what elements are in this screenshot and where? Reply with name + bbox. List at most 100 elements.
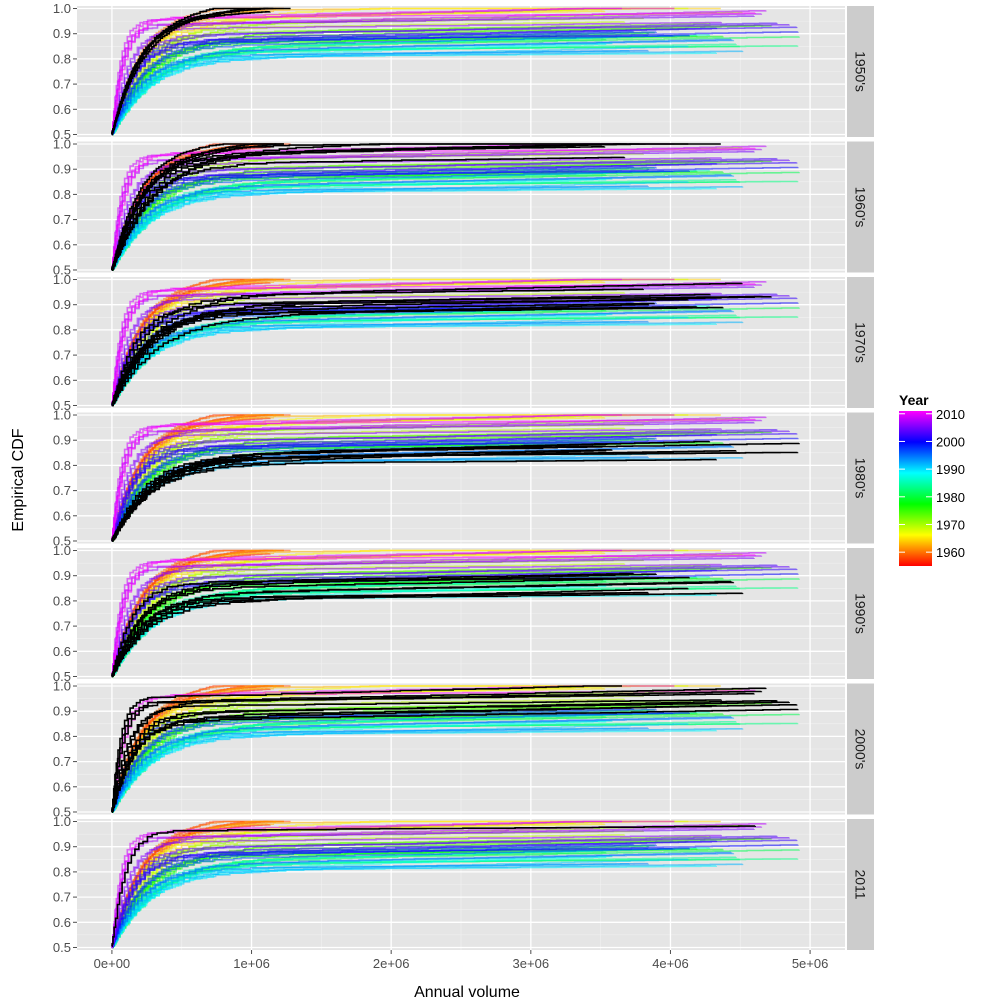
ecdf-line-2002 [111, 433, 798, 541]
series-lines [111, 549, 800, 678]
series-lines [111, 278, 800, 407]
ecdf-line-1998 [111, 437, 635, 542]
ecdf-line-1995 [111, 851, 732, 948]
facet-strip [847, 548, 874, 679]
facet-strip-label: 1980's [853, 458, 869, 499]
ecdf-line-2006 [111, 563, 722, 676]
y-tick-label: 0.8 [53, 458, 71, 473]
series-lines [111, 143, 800, 271]
y-tick-label: 1.0 [53, 543, 71, 558]
legend-label: 1960 [936, 545, 965, 560]
facet-strip-label: 2011 [853, 869, 869, 899]
ecdf-highlight-line-1975 [111, 296, 772, 405]
facet-panel: 1950's [77, 6, 874, 137]
ecdf-line-2010 [111, 7, 675, 136]
y-tick-label: 0.7 [53, 619, 71, 634]
y-tick-label: 0.5 [53, 804, 71, 819]
ecdf-highlight-line-1992 [111, 592, 744, 678]
ecdf-highlight-line-2009 [111, 685, 622, 813]
y-tick-label: 0.5 [53, 533, 71, 548]
y-tick-label: 0.9 [53, 568, 71, 583]
ecdf-line-2011 [111, 12, 756, 134]
ecdf-highlight-line-1999 [111, 576, 690, 678]
facet-strip [847, 819, 874, 950]
y-tick-label: 0.9 [53, 297, 71, 312]
ecdf-line-1995 [111, 716, 732, 812]
facet-strip-label: 2000's [853, 729, 869, 770]
y-tick-label: 0.6 [53, 644, 71, 659]
x-tick-label: 4e+06 [652, 956, 689, 971]
y-tick-label: 1.0 [53, 679, 71, 694]
ecdf-highlight-line-2007 [111, 690, 763, 813]
ecdf-line-1994 [111, 862, 649, 948]
facet-panel: 1960's [77, 141, 874, 273]
y-tick-label: 0.8 [53, 322, 71, 337]
x-tick-label: 2e+06 [373, 956, 410, 971]
y-tick-label: 0.7 [53, 483, 71, 498]
ecdf-highlight-line-2011 [111, 825, 756, 947]
ecdf-line-2011 [111, 283, 756, 405]
facet-panel: 2011 [77, 819, 874, 950]
ecdf-line-2002 [111, 26, 798, 135]
ecdf-line-2002 [111, 568, 798, 677]
facet-strip [847, 412, 874, 544]
ecdf-line-2004 [111, 430, 790, 542]
ecdf-line-2006 [111, 834, 722, 947]
ecdf-line-2006 [111, 21, 722, 134]
ecdf-line-2010 [111, 278, 675, 407]
y-tick-label: 0.8 [53, 593, 71, 608]
ecdf-line-1992 [111, 863, 744, 949]
y-tick-label: 0.5 [53, 398, 71, 413]
ecdf-highlight-line-1978 [111, 306, 724, 407]
y-tick-label: 1.0 [53, 1, 71, 16]
y-tick-label: 0.5 [53, 127, 71, 142]
ecdf-line-2011 [111, 554, 756, 676]
ecdf-line-2010 [111, 414, 675, 542]
y-tick-label: 0.6 [53, 779, 71, 794]
y-tick-label: 0.5 [53, 262, 71, 277]
ecdf-line-2004 [111, 566, 790, 677]
ecdf-highlight-line-1989 [111, 458, 717, 541]
ecdf-line-2002 [111, 162, 798, 270]
legend-label: 1990 [936, 462, 965, 477]
ecdf-line-1992 [111, 728, 744, 813]
x-tick-label: 5e+06 [792, 956, 829, 971]
y-tick-label: 0.6 [53, 915, 71, 930]
y-tick-label: 0.7 [53, 212, 71, 227]
ecdf-highlight-line-1998 [111, 572, 635, 678]
legend-title: Year [899, 392, 929, 408]
y-tick-label: 0.5 [53, 669, 71, 684]
ecdf-line-2006 [111, 292, 722, 405]
ecdf-highlight-line-1970 [111, 288, 644, 407]
ecdf-line-2004 [111, 837, 790, 948]
legend-label: 1980 [936, 490, 965, 505]
x-tick-label: 0e+00 [94, 956, 131, 971]
ecdf-line-2002 [111, 839, 798, 948]
facet-panel: 1980's [77, 412, 874, 544]
ecdf-highlight-line-1986 [111, 440, 711, 542]
y-axis-title: Empirical CDF [10, 428, 27, 531]
x-axis-title: Annual volume [414, 984, 520, 1001]
ecdf-line-2011 [111, 418, 756, 541]
ecdf-highlight-line-2008 [111, 687, 767, 812]
facet-strip-label: 1990's [853, 593, 869, 634]
y-tick-label: 0.6 [53, 508, 71, 523]
facet-strip [847, 6, 874, 137]
y-tick-label: 0.6 [53, 237, 71, 252]
ecdf-highlight-line-2002 [111, 704, 798, 812]
ecdf-line-1992 [111, 50, 744, 136]
ecdf-line-2006 [111, 428, 722, 541]
y-tick-label: 0.9 [53, 26, 71, 41]
y-tick-label: 0.8 [53, 187, 71, 202]
series-lines [111, 685, 800, 813]
facet-panel: 2000's [77, 683, 874, 815]
y-tick-label: 0.5 [53, 940, 71, 955]
facet-panel: 1970's [77, 277, 874, 408]
y-tick-label: 0.8 [53, 729, 71, 744]
y-tick-label: 1.0 [53, 814, 71, 829]
y-tick-label: 0.9 [53, 839, 71, 854]
ecdf-line-1995 [111, 174, 732, 270]
y-tick-label: 0.6 [53, 373, 71, 388]
ecdf-highlight-line-2006 [111, 699, 722, 812]
legend-label: 2010 [936, 407, 965, 422]
